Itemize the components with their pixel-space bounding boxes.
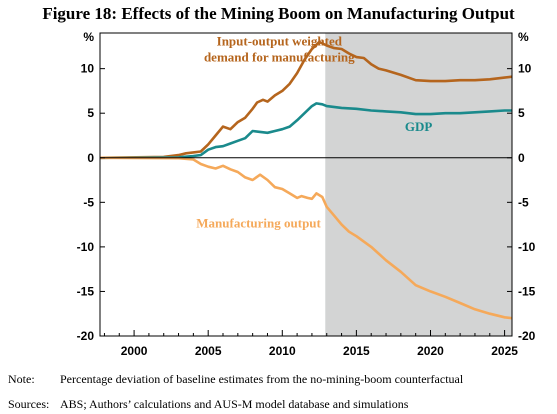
y-tick-label-left: 0 — [87, 151, 94, 165]
y-tick-label-right: 10 — [518, 62, 532, 76]
x-tick-label: 2005 — [195, 344, 222, 358]
series-label-line: GDP — [405, 119, 433, 134]
y-tick-label-left: -5 — [83, 195, 94, 209]
series-label-line: Manufacturing output — [196, 215, 321, 230]
x-tick-label: 2020 — [417, 344, 444, 358]
y-tick-label-left: 10 — [81, 62, 95, 76]
sources-text: ABS; Authors’ calculations and AUS-M mod… — [60, 397, 409, 411]
y-tick-label-right: -10 — [518, 240, 536, 254]
series-label-1: GDP — [405, 119, 433, 134]
x-tick-label: 2010 — [269, 344, 296, 358]
y-tick-label-right: 0 — [518, 151, 525, 165]
y-tick-label-right: -5 — [518, 195, 529, 209]
note-text: Percentage deviation of baseline estimat… — [60, 372, 464, 386]
chart-title: Figure 18: Effects of the Mining Boom on… — [42, 4, 515, 23]
series-line-0 — [99, 40, 513, 160]
y-tick-label-right: -15 — [518, 284, 536, 298]
y-tick-label-left: -15 — [77, 284, 95, 298]
y-tick-label-left: 5 — [87, 106, 94, 120]
note-footnote: Note: Percentage deviation of baseline es… — [8, 372, 463, 387]
y-tick-label-right: -20 — [518, 329, 536, 343]
series-line-1 — [99, 102, 512, 160]
y-tick-label-left: -10 — [77, 240, 95, 254]
series-label-2: Manufacturing output — [196, 215, 321, 230]
y-unit-left: % — [83, 30, 94, 44]
series-label-0: Input-output weighted demand for manufact… — [204, 33, 355, 64]
x-tick-label: 2000 — [121, 344, 148, 358]
note-label: Note: — [8, 372, 35, 386]
series-line-2 — [99, 156, 513, 320]
x-tick-label: 2025 — [491, 344, 518, 358]
y-tick-label-left: -20 — [77, 329, 95, 343]
y-tick-label-right: 5 — [518, 106, 525, 120]
sources-footnote: Sources: ABS; Authors’ calculations and A… — [8, 397, 408, 412]
plot-frame — [99, 32, 513, 337]
sources-label: Sources: — [8, 397, 50, 411]
series-label-line: Input-output weighted — [217, 33, 343, 48]
y-unit-right: % — [518, 30, 529, 44]
x-tick-label: 2015 — [343, 344, 370, 358]
series-label-line: demand for manufacturing — [204, 49, 355, 64]
